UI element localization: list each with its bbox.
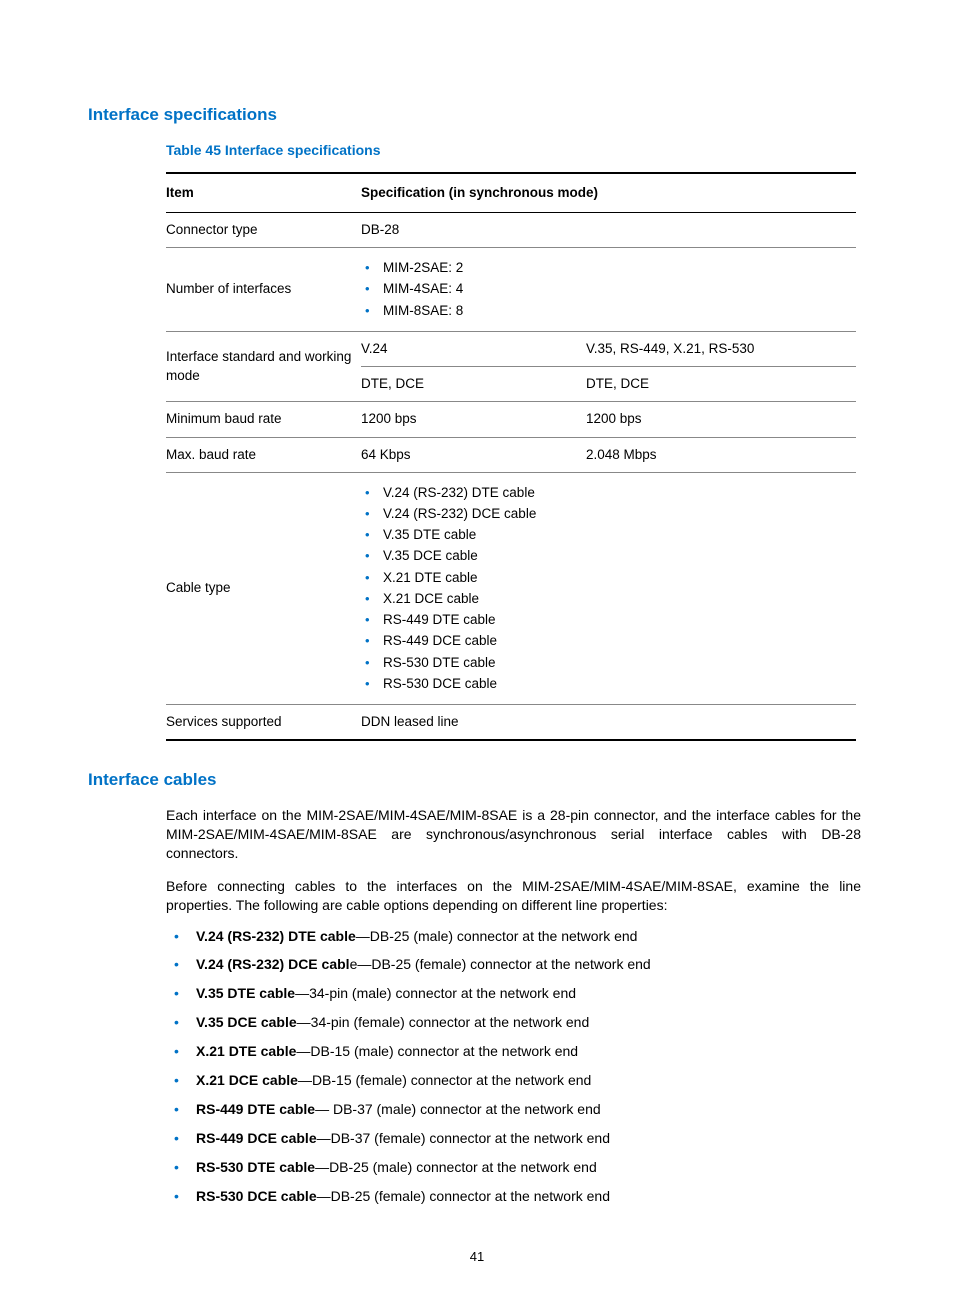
cell-value: 64 Kbps [361,437,586,472]
list-item: V.24 (RS-232) DTE cable [361,484,848,502]
cable-desc: —DB-25 (female) connector at the network… [317,1188,610,1204]
cable-name: RS-530 DCE cable [196,1188,317,1204]
section-heading-specs: Interface specifications [88,104,866,127]
cell-value: 2.048 Mbps [586,437,856,472]
list-item: RS-530 DTE cable—DB-25 (male) connector … [166,1158,861,1177]
table-row: Cable type V.24 (RS-232) DTE cable V.24 … [166,472,856,704]
cable-name: RS-449 DCE cable [196,1130,317,1146]
list-item: X.21 DCE cable—DB-15 (female) connector … [166,1071,861,1090]
list-item: V.24 (RS-232) DCE cable [361,505,848,523]
cable-desc: —34-pin (male) connector at the network … [295,985,576,1001]
cable-desc: —DB-37 (female) connector at the network… [317,1130,610,1146]
cable-desc: —DB-25 (male) connector at the network e… [356,928,638,944]
cable-name: RS-449 DTE cable [196,1101,315,1117]
page-number: 41 [0,1248,954,1266]
table-row: Number of interfaces MIM-2SAE: 2 MIM-4SA… [166,248,856,332]
list-item: RS-530 DTE cable [361,654,848,672]
cable-desc: —DB-15 (male) connector at the network e… [296,1043,578,1059]
cable-name: X.21 DTE cable [196,1043,296,1059]
specs-table: Item Specification (in synchronous mode)… [166,172,856,741]
table-row: Max. baud rate 64 Kbps 2.048 Mbps [166,437,856,472]
table-caption: Table 45 Interface specifications [166,141,866,160]
list-item: V.24 (RS-232) DCE cable—DB-25 (female) c… [166,955,861,974]
list-item: X.21 DCE cable [361,590,848,608]
cable-desc: —34-pin (female) connector at the networ… [297,1014,590,1030]
cable-desc: e—DB-25 (female) connector at the networ… [350,956,651,972]
cable-options-list: V.24 (RS-232) DTE cable—DB-25 (male) con… [166,927,861,1206]
list-item: V.35 DTE cable [361,526,848,544]
cable-name: V.24 (RS-232) DTE cable [196,928,356,944]
cell-value: V.35, RS-449, X.21, RS-530 [586,331,856,366]
cell-value: V.24 (RS-232) DTE cable V.24 (RS-232) DC… [361,472,856,704]
cell-value: DB-28 [361,213,856,248]
cable-desc: —DB-15 (female) connector at the network… [298,1072,591,1088]
cell-item: Cable type [166,472,361,704]
paragraph: Each interface on the MIM-2SAE/MIM-4SAE/… [166,806,861,863]
cell-value: MIM-2SAE: 2 MIM-4SAE: 4 MIM-8SAE: 8 [361,248,856,332]
list-item: RS-530 DCE cable—DB-25 (female) connecto… [166,1187,861,1206]
section-heading-cables: Interface cables [88,769,866,792]
bullet-list: MIM-2SAE: 2 MIM-4SAE: 4 MIM-8SAE: 8 [361,259,848,320]
list-item: RS-449 DTE cable— DB-37 (male) connector… [166,1100,861,1119]
list-item: V.24 (RS-232) DTE cable—DB-25 (male) con… [166,927,861,946]
cell-item: Connector type [166,213,361,248]
list-item: MIM-8SAE: 8 [361,302,848,320]
list-item: MIM-2SAE: 2 [361,259,848,277]
list-item: RS-449 DTE cable [361,611,848,629]
th-spec: Specification (in synchronous mode) [361,173,856,213]
cable-name: X.21 DCE cable [196,1072,298,1088]
cable-name: V.35 DCE cable [196,1014,297,1030]
list-item: RS-530 DCE cable [361,675,848,693]
table-row: Interface standard and working mode V.24… [166,331,856,366]
list-item: V.35 DTE cable—34-pin (male) connector a… [166,984,861,1003]
list-item: X.21 DTE cable—DB-15 (male) connector at… [166,1042,861,1061]
bullet-list: V.24 (RS-232) DTE cable V.24 (RS-232) DC… [361,484,848,693]
cell-item: Services supported [166,704,361,740]
table-row: Minimum baud rate 1200 bps 1200 bps [166,402,856,437]
list-item: MIM-4SAE: 4 [361,280,848,298]
th-item: Item [166,173,361,213]
cell-value: 1200 bps [586,402,856,437]
table-header-row: Item Specification (in synchronous mode) [166,173,856,213]
cable-desc: —DB-25 (male) connector at the network e… [315,1159,597,1175]
list-item: V.35 DCE cable—34-pin (female) connector… [166,1013,861,1032]
paragraph: Before connecting cables to the interfac… [166,877,861,915]
cell-item: Interface standard and working mode [166,331,361,401]
list-item: RS-449 DCE cable [361,632,848,650]
cell-value: V.24 [361,331,586,366]
cell-value: 1200 bps [361,402,586,437]
cell-value: DDN leased line [361,704,856,740]
cable-name: V.35 DTE cable [196,985,295,1001]
table-row: Connector type DB-28 [166,213,856,248]
cell-item: Max. baud rate [166,437,361,472]
cell-item: Minimum baud rate [166,402,361,437]
list-item: RS-449 DCE cable—DB-37 (female) connecto… [166,1129,861,1148]
table-row: Services supported DDN leased line [166,704,856,740]
cell-value: DTE, DCE [586,367,856,402]
cable-name: V.24 (RS-232) DCE cabl [196,956,350,972]
cable-desc: — DB-37 (male) connector at the network … [315,1101,601,1117]
cable-name: RS-530 DTE cable [196,1159,315,1175]
cell-item: Number of interfaces [166,248,361,332]
list-item: X.21 DTE cable [361,569,848,587]
list-item: V.35 DCE cable [361,547,848,565]
cell-value: DTE, DCE [361,367,586,402]
